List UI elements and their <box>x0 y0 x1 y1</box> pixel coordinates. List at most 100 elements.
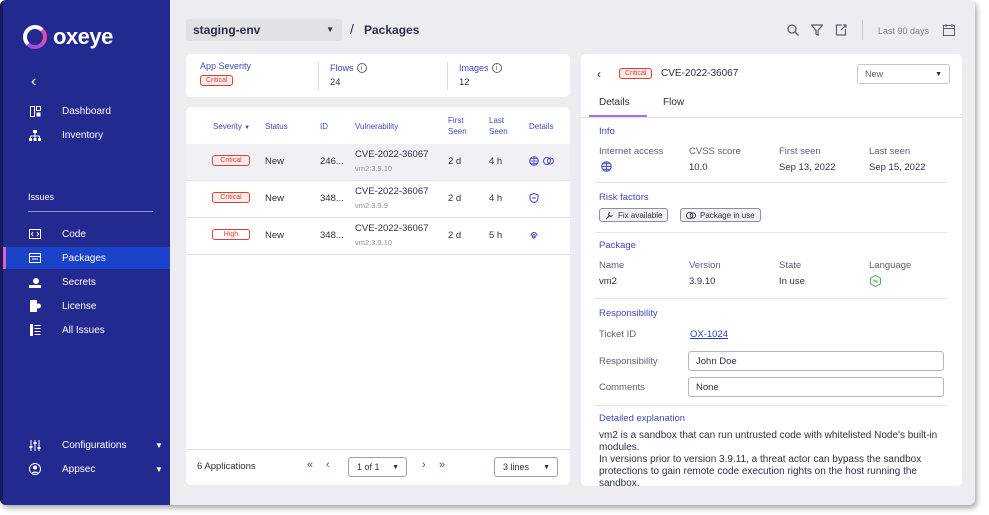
sidebar-item-code[interactable]: Code <box>3 223 170 245</box>
ticket-id-link[interactable]: OX-1024 <box>690 329 729 340</box>
sidebar-item-label: Inventory <box>62 129 104 141</box>
column-header-details[interactable]: Details <box>529 122 554 131</box>
sidebar-item-packages[interactable]: Packages <box>3 247 170 269</box>
rows-value: 3 lines <box>503 462 530 472</box>
date-range-label[interactable]: Last 90 days <box>878 26 930 36</box>
sidebar-item-dashboard[interactable]: Dashboard <box>3 100 170 122</box>
user-icon <box>29 463 41 475</box>
sidebar-item-label: Secrets <box>62 276 96 288</box>
sidebar-item-license[interactable]: License <box>3 295 170 317</box>
internet-access-icon <box>529 156 539 168</box>
rows-per-page-select[interactable]: 3 lines ▼ <box>494 457 558 477</box>
info-icon[interactable]: i <box>356 63 367 73</box>
sidebar-item-all-issues[interactable]: All Issues <box>3 319 170 341</box>
export-icon[interactable] <box>834 23 848 37</box>
page-select[interactable]: 1 of 1 ▼ <box>348 457 407 477</box>
first-seen-cell: 2 d <box>448 156 462 167</box>
page-value: 1 of 1 <box>357 462 380 472</box>
cvss-label: CVSS score <box>689 146 741 157</box>
package-state-value: In use <box>779 276 805 287</box>
sidebar: oxeye ‹ Dashboard Inventory Issues Code <box>0 0 170 505</box>
back-icon[interactable]: ‹ <box>597 67 601 81</box>
chevron-down-icon: ▼ <box>543 463 550 471</box>
cvss-value: 10.0 <box>689 162 708 173</box>
page-title: Packages <box>364 23 420 37</box>
table-row[interactable]: Critical New 348... CVE-2022-36067 vm2:3… <box>186 181 570 218</box>
stat-title: Flows <box>330 63 354 73</box>
stat-value: 24 <box>330 77 341 88</box>
nodejs-icon <box>870 274 881 288</box>
cve-title: CVE-2022-36067 <box>661 68 739 79</box>
fingerprint-icon <box>529 230 539 242</box>
sidebar-item-label: Configurations <box>62 439 127 451</box>
header-label: Severity <box>213 122 242 131</box>
prev-page-icon[interactable]: ‹ <box>326 459 330 471</box>
tab-details[interactable]: Details <box>599 97 630 108</box>
shield-icon <box>529 192 539 205</box>
wrench-icon <box>605 211 613 219</box>
status-select[interactable]: New ▼ <box>857 64 950 84</box>
info-icon[interactable]: i <box>491 63 502 73</box>
chevron-down-icon: ▼ <box>155 440 163 450</box>
cve-cell: CVE-2022-36067 <box>355 223 429 234</box>
environment-select[interactable]: staging-env ▼ <box>186 19 342 41</box>
tab-flow[interactable]: Flow <box>663 97 685 108</box>
divider <box>862 20 863 40</box>
risk-chip-package-in-use: Package in use <box>680 208 761 222</box>
stat-value: 12 <box>459 77 470 88</box>
table-row[interactable]: High New 348... CVE-2022-36067 vm2:3.9.1… <box>186 218 570 255</box>
divider <box>28 211 153 212</box>
sidebar-item-label: Appsec <box>62 463 96 475</box>
divider <box>595 182 947 183</box>
sidebar-item-inventory[interactable]: Inventory <box>3 124 170 146</box>
first-page-icon[interactable]: « <box>307 459 314 471</box>
filter-icon[interactable] <box>810 23 824 37</box>
divider <box>595 405 947 406</box>
vulnerability-detail-panel: ‹ Critical CVE-2022-36067 New ▼ Details … <box>581 54 962 486</box>
inventory-icon <box>29 129 41 141</box>
last-page-icon[interactable]: » <box>439 459 446 471</box>
sidebar-item-configurations[interactable]: Configurations ▼ <box>3 434 170 456</box>
issues-section-label: Issues <box>28 192 55 202</box>
explanation-text: vm2 is a sandbox that can run untrusted … <box>599 430 949 486</box>
cve-cell: CVE-2022-36067 <box>355 186 429 197</box>
package-in-use-icon <box>686 211 696 219</box>
search-icon[interactable] <box>786 23 800 37</box>
ticket-id-label: Ticket ID <box>599 329 637 340</box>
app-window: oxeye ‹ Dashboard Inventory Issues Code <box>0 0 975 505</box>
responsibility-field[interactable]: John Doe <box>688 351 944 371</box>
last-seen-label: Last seen <box>869 146 911 157</box>
column-header-last-seen[interactable]: Last Seen <box>489 116 508 136</box>
package-name-label: Name <box>599 260 625 271</box>
column-header-first-seen[interactable]: First Seen <box>448 116 467 136</box>
sidebar-item-appsec[interactable]: Appsec ▼ <box>3 458 170 480</box>
first-seen-label: First seen <box>779 146 821 157</box>
packages-icon <box>29 252 41 264</box>
sidebar-item-secrets[interactable]: Secrets <box>3 271 170 293</box>
column-header-id[interactable]: ID <box>320 122 328 131</box>
status-cell: New <box>265 230 285 241</box>
packages-table: Severity ▼ Status ID Vulnerability First… <box>186 107 570 485</box>
divider <box>318 62 319 90</box>
comments-field[interactable]: None <box>688 377 944 397</box>
chevron-down-icon: ▼ <box>155 464 163 474</box>
collapse-sidebar-icon[interactable]: ‹ <box>31 73 37 90</box>
images-stat: Images i 12 <box>459 63 502 88</box>
column-header-severity[interactable]: Severity ▼ <box>213 121 250 134</box>
divider <box>581 117 962 118</box>
next-page-icon[interactable]: › <box>422 459 426 471</box>
severity-badge: Critical <box>212 155 250 166</box>
package-in-use-icon <box>543 156 554 168</box>
table-row[interactable]: Critical New 246... CVE-2022-36067 vm2:3… <box>186 144 570 181</box>
applications-count: 6 Applications <box>197 461 256 472</box>
responsibility-label: Responsibility <box>599 356 658 367</box>
active-tab-indicator <box>589 115 647 117</box>
column-header-vulnerability[interactable]: Vulnerability <box>355 122 399 131</box>
package-cell: vm2:3.9.10 <box>355 238 393 247</box>
status-value: New <box>865 69 884 79</box>
logo[interactable]: oxeye <box>23 24 113 50</box>
column-header-status[interactable]: Status <box>265 122 288 131</box>
stat-title: App Severity <box>200 61 252 71</box>
calendar-icon[interactable] <box>942 23 956 37</box>
chevron-down-icon: ▼ <box>935 70 942 78</box>
